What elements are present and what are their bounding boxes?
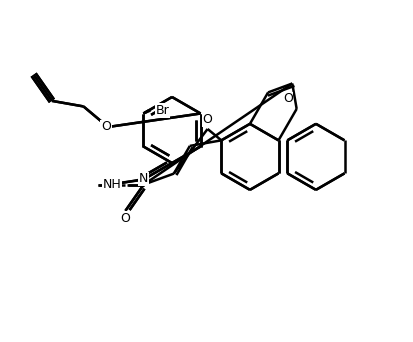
Text: NH: NH [102,178,121,191]
Text: Br: Br [155,104,169,117]
Text: O: O [203,113,213,126]
Text: O: O [121,212,131,225]
Text: O: O [121,212,131,225]
Text: N: N [139,172,148,185]
Text: O: O [283,92,293,105]
Text: Br: Br [155,104,169,117]
Text: O: O [101,120,111,133]
Text: NH: NH [102,178,121,191]
Text: N: N [139,172,148,185]
Text: O: O [101,120,111,133]
